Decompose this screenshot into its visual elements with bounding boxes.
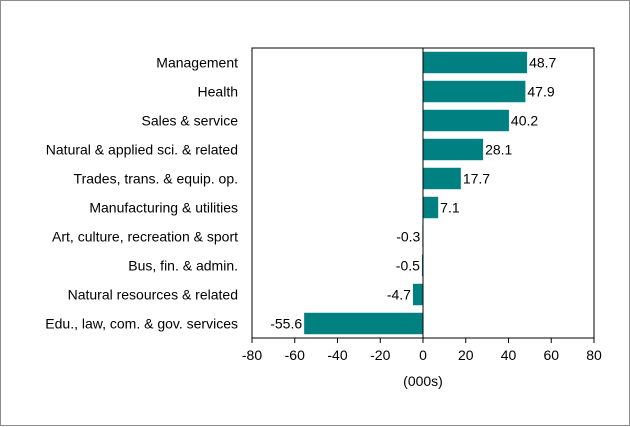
- data-label: 48.7: [529, 55, 556, 71]
- data-label: -0.5: [396, 258, 420, 274]
- bar: [423, 109, 509, 132]
- category-label: Management: [156, 55, 238, 71]
- category-label: Natural & applied sci. & related: [46, 142, 238, 158]
- bar: [423, 51, 528, 74]
- bars: [304, 51, 528, 335]
- x-tick-label: 40: [501, 347, 517, 363]
- data-label: 7.1: [440, 200, 460, 216]
- x-tick-label: 20: [458, 347, 474, 363]
- category-label: Art, culture, recreation & sport: [52, 229, 238, 245]
- data-label: 28.1: [485, 142, 512, 158]
- x-axis-title: (000s): [403, 373, 443, 389]
- category-label: Manufacturing & utilities: [89, 200, 238, 216]
- x-axis-ticks: -80 -60 -40 -20 0 20 40 60 80: [242, 338, 602, 363]
- x-tick-label: -60: [285, 347, 305, 363]
- bar: [423, 196, 439, 219]
- category-labels: Management Health Sales & service Natural &…: [45, 55, 238, 332]
- bar: [423, 80, 526, 103]
- data-label: -55.6: [270, 316, 302, 332]
- category-label: Trades, trans. & equip. op.: [74, 171, 238, 187]
- x-tick-label: -40: [327, 347, 347, 363]
- data-label: -0.3: [396, 229, 420, 245]
- x-tick-label: 60: [543, 347, 559, 363]
- x-tick-label: -20: [370, 347, 390, 363]
- bar: [421, 254, 423, 277]
- bar: [423, 138, 484, 161]
- data-label: 17.7: [463, 171, 490, 187]
- category-label: Bus, fin. & admin.: [128, 258, 238, 274]
- x-tick-label: -80: [242, 347, 262, 363]
- bar: [423, 167, 461, 190]
- data-label: -4.7: [387, 287, 411, 303]
- category-label: Edu., law, com. & gov. services: [45, 316, 238, 332]
- bar: [304, 312, 423, 335]
- x-tick-label: 0: [419, 347, 427, 363]
- data-labels: 48.7 47.9 40.2 28.1 17.77.1 -0.3 -0.5 -4.7 -55.6: [270, 55, 556, 332]
- x-tick-label: 80: [586, 347, 602, 363]
- category-label: Natural resources & related: [68, 287, 238, 303]
- bar: [412, 283, 423, 306]
- category-label: Health: [198, 84, 238, 100]
- data-label: 40.2: [511, 113, 538, 129]
- data-label: 47.9: [527, 84, 554, 100]
- category-label: Sales & service: [142, 113, 239, 129]
